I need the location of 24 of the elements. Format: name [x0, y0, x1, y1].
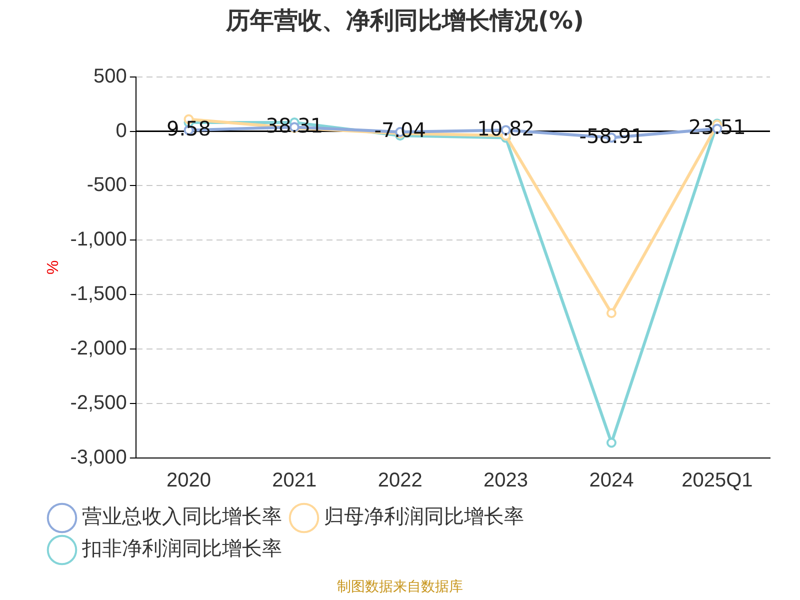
legend-label: 营业总收入同比增长率 [82, 504, 282, 528]
y-tick-label: -2,500 [70, 392, 127, 414]
y-tick-label: 0 [116, 120, 127, 142]
x-tick-label: 2024 [589, 470, 634, 492]
chart-title: 历年营收、净利同比增长情况(%) [225, 6, 584, 35]
data-label: 10.82 [477, 116, 534, 140]
x-tick-label: 2020 [166, 470, 211, 492]
x-tick-label: 2023 [484, 470, 528, 492]
legend-label: 扣非净利润同比增长率 [81, 536, 282, 560]
data-label: -7.04 [374, 118, 426, 142]
point [606, 438, 616, 448]
x-tick-label: 2021 [272, 470, 317, 492]
y-tick-label: -3,000 [70, 446, 127, 469]
y-axis-title: % [45, 260, 62, 275]
x-tick-label: 2022 [378, 470, 422, 492]
text: 制图数据来自数据库 [336, 578, 464, 596]
y-tick-label: -500 [86, 174, 127, 196]
point [606, 308, 616, 318]
legend-label: 归母净利润同比增长率 [324, 504, 524, 528]
y-tick-label: 500 [94, 65, 127, 88]
y-tick-label: -1,500 [70, 283, 127, 306]
x-tick-label: 2025Q1 [682, 470, 753, 492]
y-tick-label: -1,000 [70, 228, 127, 251]
y-tick-label: -2,000 [70, 338, 127, 360]
